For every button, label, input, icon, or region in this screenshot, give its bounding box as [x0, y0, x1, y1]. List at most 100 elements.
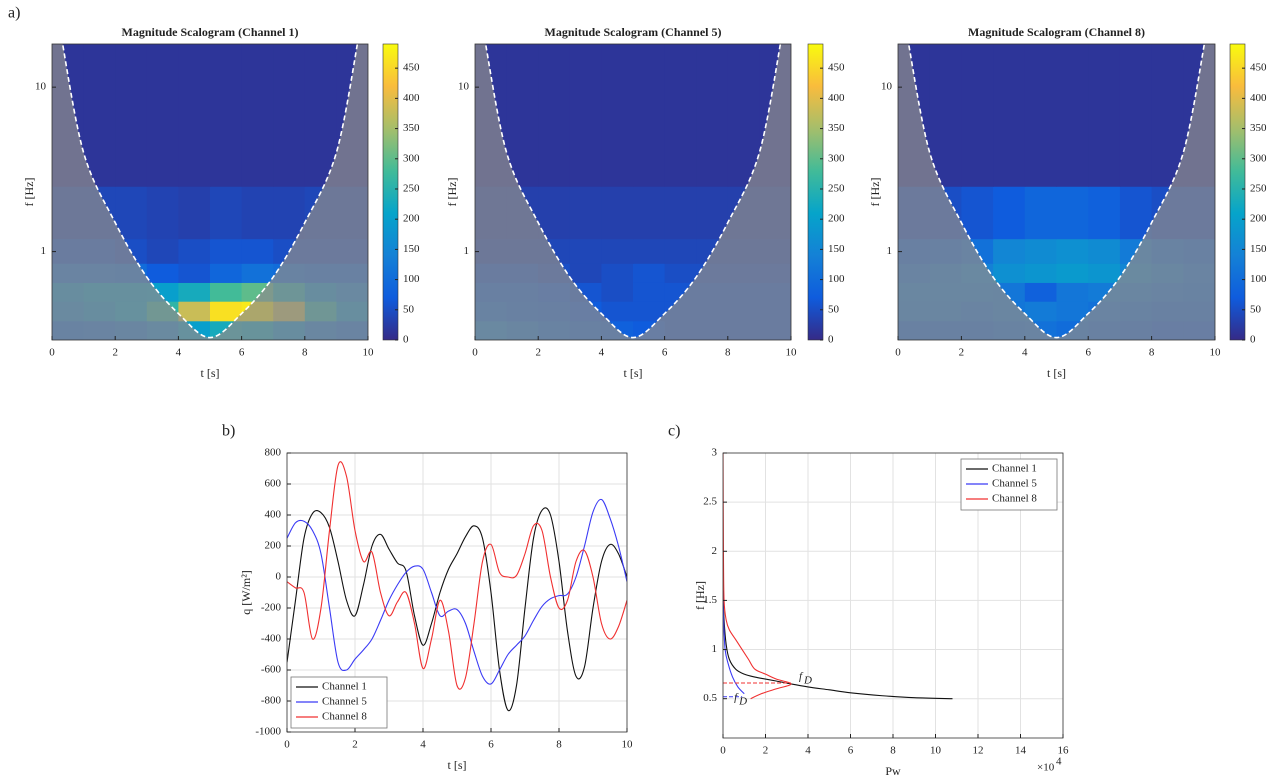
- heatmap-cell: [210, 238, 243, 264]
- heatmap-cell: [727, 44, 760, 187]
- heatmap: [475, 44, 791, 340]
- panel-label: c): [668, 423, 680, 440]
- colorbar-tick-label: 300: [1250, 152, 1267, 164]
- heatmap-cell: [929, 44, 962, 187]
- cone-of-influence: [61, 44, 359, 339]
- colorbar-tick-label: 0: [403, 334, 409, 346]
- chart-title: Magnitude Scalogram (Channel 8): [968, 25, 1145, 39]
- heatmap-cell: [1056, 263, 1089, 283]
- panel-label: a): [8, 5, 20, 22]
- y-tick-label: 10: [881, 81, 893, 93]
- heatmap-cell: [1088, 186, 1121, 240]
- heatmap-cell: [210, 44, 243, 187]
- y-tick-label: 600: [265, 478, 282, 490]
- x-tick-label: 8: [890, 745, 896, 757]
- x-tick-label: 4: [805, 745, 811, 757]
- heatmap-cell: [1056, 238, 1089, 264]
- x-tick-label: 4: [176, 347, 182, 359]
- colorbar-tick-label: 150: [1250, 243, 1267, 255]
- heatmap-cell: [115, 186, 148, 240]
- series-line: [287, 507, 627, 712]
- cone-of-influence-shade: [52, 44, 368, 340]
- heatmap-cell: [633, 301, 666, 322]
- heatmap: [52, 44, 368, 340]
- x-tick-label: 0: [472, 347, 478, 359]
- colorbar-tick-label: 0: [1250, 334, 1256, 346]
- heatmap-cell: [146, 263, 179, 283]
- colorbar-tick-label: 150: [828, 243, 845, 255]
- x-tick-label: 0: [284, 739, 290, 751]
- y-tick-label: -1000: [255, 726, 281, 738]
- heatmap-cell: [1056, 282, 1089, 302]
- y-tick-label: 0.5: [703, 692, 717, 704]
- heatmap-cell: [569, 238, 602, 264]
- legend-label: Channel 8: [322, 711, 367, 723]
- y-tick-label: -800: [261, 695, 282, 707]
- colorbar-tick-label: 200: [403, 213, 420, 225]
- y-tick-label: 2: [712, 545, 718, 557]
- heatmap-cell: [1024, 44, 1058, 187]
- x-axis-label: t [s]: [448, 758, 467, 772]
- heatmap-cell: [601, 44, 634, 187]
- colorbar-tick-label: 350: [1250, 122, 1267, 134]
- colorbar-tick-label: 0: [828, 334, 834, 346]
- annotation-subscript: D: [738, 695, 747, 707]
- x-multiplier: ×10: [1037, 762, 1055, 774]
- cone-of-influence: [907, 44, 1206, 339]
- series-line: [287, 498, 627, 685]
- legend-label: Channel 1: [322, 681, 367, 693]
- y-tick-label: -600: [261, 664, 282, 676]
- heatmap-cell: [1088, 238, 1121, 264]
- heatmap-cell: [601, 238, 634, 264]
- annotation-symbol: f: [734, 691, 739, 703]
- panel-label: b): [222, 423, 235, 440]
- colorbar-tick-label: 200: [828, 213, 845, 225]
- heatmap-cell: [1088, 44, 1121, 187]
- y-tick-label: 2.5: [703, 496, 717, 508]
- heatmap-cell: [1056, 301, 1089, 322]
- colorbar-tick-label: 400: [403, 92, 420, 104]
- heatmap-cell: [178, 301, 211, 322]
- heatmap-cell: [569, 186, 602, 240]
- colorbar-tick-label: 450: [403, 62, 420, 74]
- legend-label: Channel 1: [992, 463, 1037, 475]
- heatmap-cell: [601, 301, 634, 322]
- y-tick-label: 1: [887, 245, 893, 257]
- x-tick-label: 6: [662, 347, 668, 359]
- heatmap-cell: [1151, 44, 1184, 187]
- heatmap-cell: [664, 238, 697, 264]
- heatmap-cell: [178, 44, 211, 187]
- colorbar: [1229, 43, 1246, 341]
- y-tick-label: 400: [265, 509, 282, 521]
- y-tick-label: -200: [261, 602, 282, 614]
- heatmap-cell: [178, 238, 211, 264]
- series-line: [723, 453, 792, 700]
- x-tick-label: 0: [720, 745, 726, 757]
- y-tick-label: 1: [712, 643, 718, 655]
- x-tick-label: 2: [763, 745, 769, 757]
- x-tick-label: 2: [112, 347, 118, 359]
- heatmap-cell: [210, 186, 243, 240]
- heatmap-cell: [210, 263, 243, 283]
- heatmap-cell: [241, 44, 274, 187]
- heatmap-cell: [569, 263, 602, 283]
- heatmap-cell: [993, 263, 1026, 283]
- heatmap-cell: [633, 263, 666, 283]
- x-axis-label: t [s]: [201, 366, 220, 380]
- x-tick-label: 4: [1022, 347, 1028, 359]
- colorbar-tick-label: 350: [828, 122, 845, 134]
- colorbar-tick-label: 100: [403, 273, 420, 285]
- heatmap-cell: [178, 282, 211, 302]
- x-tick-label: 14: [1015, 745, 1027, 757]
- x-tick-label: 2: [959, 347, 965, 359]
- colorbar-tick-label: 250: [403, 183, 420, 195]
- x-axis-label: t [s]: [1047, 366, 1066, 380]
- x-tick-label: 0: [49, 347, 55, 359]
- x-tick-label: 2: [535, 347, 541, 359]
- x-tick-label: 10: [786, 347, 798, 359]
- y-tick-label: 10: [35, 81, 47, 93]
- legend-label: Channel 5: [322, 696, 367, 708]
- cone-of-influence-shade: [475, 44, 791, 340]
- colorbar: [382, 43, 399, 341]
- x-tick-label: 8: [302, 347, 308, 359]
